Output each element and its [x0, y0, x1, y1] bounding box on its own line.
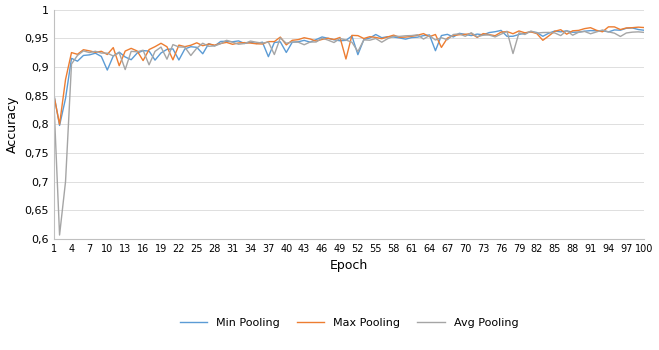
Max Pooling	[604, 25, 612, 29]
Avg Pooling	[604, 30, 612, 34]
Avg Pooling	[622, 31, 630, 35]
Max Pooling	[641, 26, 648, 30]
Min Pooling	[616, 28, 624, 32]
Max Pooling	[360, 36, 368, 41]
Max Pooling	[598, 30, 606, 34]
Max Pooling	[622, 26, 630, 30]
Avg Pooling	[49, 92, 57, 97]
Line: Min Pooling: Min Pooling	[53, 28, 645, 125]
Min Pooling	[408, 35, 416, 40]
Min Pooling	[641, 28, 648, 33]
Min Pooling	[55, 123, 63, 127]
Max Pooling	[193, 41, 201, 45]
Avg Pooling	[360, 38, 368, 42]
Legend: Min Pooling, Max Pooling, Avg Pooling: Min Pooling, Max Pooling, Avg Pooling	[175, 314, 523, 332]
Max Pooling	[169, 58, 177, 62]
Line: Avg Pooling: Avg Pooling	[53, 30, 645, 235]
Min Pooling	[49, 91, 57, 95]
Min Pooling	[629, 26, 637, 30]
Max Pooling	[49, 92, 57, 96]
Min Pooling	[193, 45, 201, 49]
Avg Pooling	[408, 34, 416, 38]
X-axis label: Epoch: Epoch	[330, 259, 368, 272]
Avg Pooling	[641, 30, 648, 35]
Line: Max Pooling: Max Pooling	[53, 27, 645, 124]
Avg Pooling	[598, 28, 606, 32]
Avg Pooling	[55, 233, 63, 237]
Min Pooling	[169, 47, 177, 51]
Avg Pooling	[169, 42, 177, 47]
Max Pooling	[408, 34, 416, 38]
Min Pooling	[598, 29, 606, 33]
Min Pooling	[360, 37, 368, 42]
Y-axis label: Accuracy: Accuracy	[5, 96, 18, 153]
Avg Pooling	[193, 46, 201, 50]
Max Pooling	[55, 122, 63, 126]
